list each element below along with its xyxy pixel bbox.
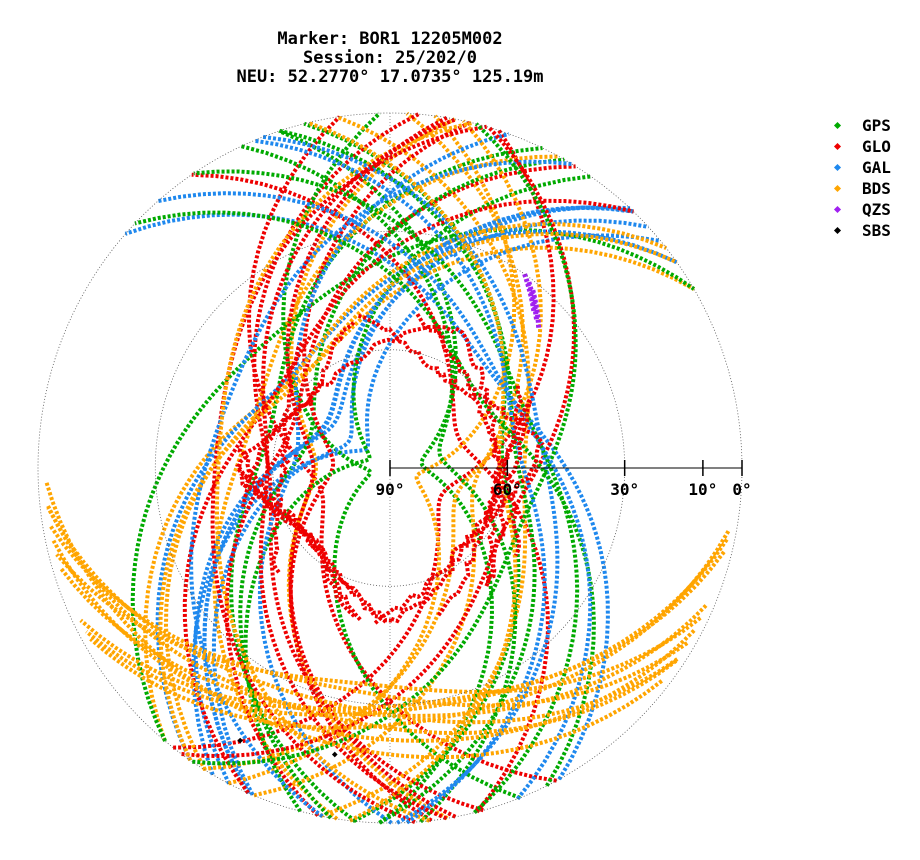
title-marker-line: Marker: BOR1 12205M002 xyxy=(277,29,503,49)
track-glo xyxy=(224,164,576,817)
track-bds xyxy=(46,506,679,725)
track-gps xyxy=(192,122,578,766)
elevation-tick-label: 60° xyxy=(493,480,522,499)
legend-item-sbs: SBS xyxy=(812,220,891,241)
track-glo xyxy=(210,124,488,824)
track-bds xyxy=(307,120,518,823)
track-bds xyxy=(158,231,678,762)
legend-label: GPS xyxy=(862,116,891,135)
elevation-axis: 90° 60° 30° 10° 0° xyxy=(376,460,752,499)
track-glo xyxy=(173,129,556,750)
track-bds xyxy=(85,538,729,717)
satellite-tracks xyxy=(44,111,731,825)
legend-marker-glo xyxy=(812,136,862,157)
track-gps xyxy=(243,174,591,813)
elevation-tick-label: 0° xyxy=(732,480,751,499)
track-gal xyxy=(211,204,631,796)
chart-title: Marker: BOR1 12205M002 Session: 25/202/0… xyxy=(140,30,640,87)
legend-marker-qzs xyxy=(812,199,862,220)
track-gal xyxy=(155,229,678,762)
track-gal xyxy=(262,134,560,825)
track-bds xyxy=(49,525,689,708)
track-glo xyxy=(235,463,362,621)
legend-label: GAL xyxy=(862,158,891,177)
track-gps xyxy=(281,111,521,800)
track-glo xyxy=(372,444,541,626)
legend-item-glo: GLO xyxy=(812,136,891,157)
elevation-tick-label: 30° xyxy=(610,480,639,499)
elevation-tick-label: 10° xyxy=(688,480,717,499)
skyplot: 90° 60° 30° 10° 0° xyxy=(37,111,752,825)
elevation-tick-label: 90° xyxy=(376,480,405,499)
legend-label: QZS xyxy=(862,200,891,219)
track-glo xyxy=(246,115,557,783)
track-gps xyxy=(278,129,495,825)
track-glo xyxy=(269,341,304,574)
title-position-line: NEU: 52.2770° 17.0735° 125.19m xyxy=(236,67,544,87)
title-session-line: Session: 25/202/0 xyxy=(303,48,477,68)
track-glo xyxy=(389,403,532,624)
track-glo xyxy=(237,319,357,468)
track-bds xyxy=(202,119,543,771)
legend-marker-sbs xyxy=(812,220,862,241)
track-glo xyxy=(182,198,634,795)
track-bds xyxy=(55,553,702,694)
track-glo xyxy=(455,326,506,589)
legend: GPS GLO GAL BDS QZS SBS xyxy=(812,115,891,241)
track-glo xyxy=(285,115,457,819)
legend-label: SBS xyxy=(862,221,891,240)
legend-label: BDS xyxy=(862,179,891,198)
track-gal xyxy=(257,131,510,825)
track-bds xyxy=(58,566,708,718)
legend-marker-gal xyxy=(812,157,862,178)
track-glo xyxy=(237,443,393,623)
track-bds xyxy=(227,114,517,786)
track-gal xyxy=(202,205,634,794)
track-glo xyxy=(236,467,388,624)
track-gps xyxy=(279,128,537,825)
legend-item-gps: GPS xyxy=(812,115,891,136)
legend-marker-bds xyxy=(812,178,862,199)
track-bds xyxy=(79,550,726,711)
track-gal xyxy=(193,218,649,785)
track-glo xyxy=(258,117,457,821)
legend-item-gal: GAL xyxy=(812,157,891,178)
track-bds xyxy=(253,111,525,798)
track-glo xyxy=(357,313,545,446)
track-bds xyxy=(44,480,663,760)
track-glo xyxy=(288,120,472,823)
legend-label: GLO xyxy=(862,137,891,156)
track-bds xyxy=(51,539,696,743)
legend-marker-gps xyxy=(812,115,862,136)
track-gps xyxy=(130,227,696,742)
track-qzs xyxy=(526,281,540,321)
legend-item-qzs: QZS xyxy=(812,199,891,220)
track-glo xyxy=(415,313,522,557)
legend-item-bds: BDS xyxy=(812,178,891,199)
track-gal xyxy=(189,159,572,818)
track-gal xyxy=(157,191,593,801)
track-qzs xyxy=(530,289,542,329)
track-glo xyxy=(486,398,532,586)
elevation-circle xyxy=(272,349,508,587)
sbs-point xyxy=(331,751,338,758)
